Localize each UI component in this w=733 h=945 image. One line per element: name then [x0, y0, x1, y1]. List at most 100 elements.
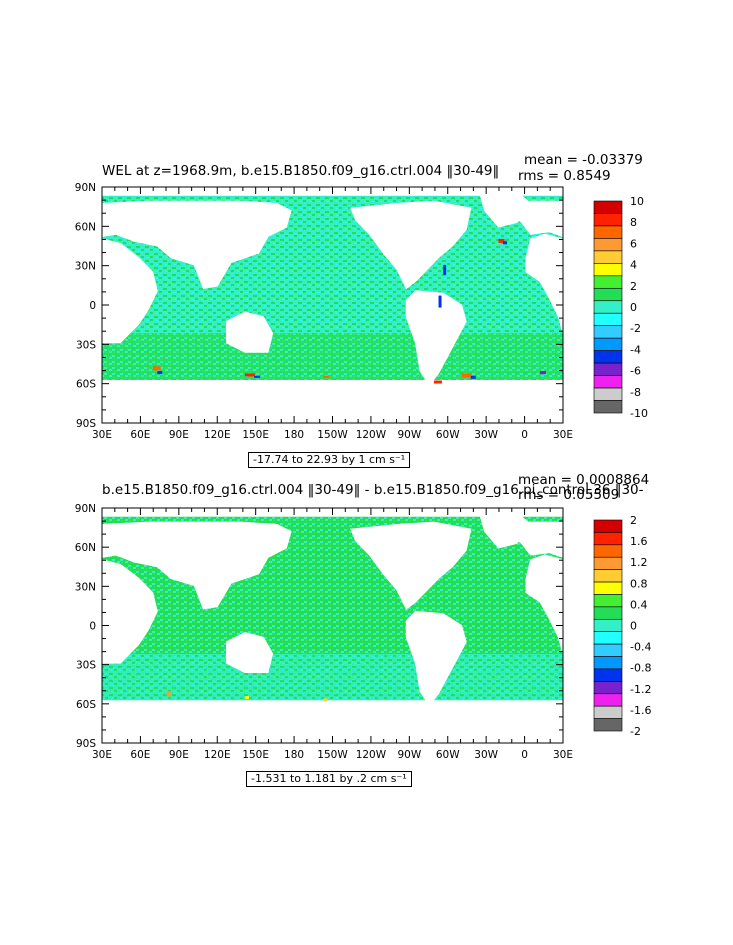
y-tick-label: 60S: [76, 699, 96, 711]
anomaly-spot: [539, 371, 546, 375]
land-mass: [525, 554, 563, 654]
x-tick-label: 120E: [204, 429, 231, 441]
colorbar-label: -4: [630, 343, 641, 356]
colorbar-label: 0.8: [630, 577, 648, 590]
colorbar-swatch: [593, 631, 623, 645]
anomaly-spot: [166, 691, 171, 697]
colorbar-label: 2: [630, 514, 637, 527]
anomaly-spot: [443, 264, 447, 275]
panel-2-map: 30E 60E 90E 120E 150E 180 150W 120W 90W 60W 30W 0 30…: [75, 503, 652, 761]
colorbar-swatch: [593, 375, 623, 389]
x-tick-label: 60E: [130, 749, 150, 761]
colorbar-swatch: [593, 200, 623, 214]
y-tick-label: 30S: [76, 339, 96, 351]
land-mass: [226, 311, 274, 353]
anomaly-spot: [244, 373, 255, 377]
colorbar-swatch: [593, 693, 623, 707]
land-mass: [102, 521, 292, 610]
colorbar-label: 1.2: [630, 556, 648, 569]
colorbar-swatch: [593, 556, 623, 570]
y-tick-label: 60N: [75, 221, 96, 233]
x-tick-label: 60W: [436, 429, 460, 441]
colorbar-swatch: [593, 618, 623, 633]
anomaly-spot: [438, 295, 442, 308]
x-tick-label: 90W: [397, 749, 421, 761]
colorbar-swatch: [593, 400, 623, 414]
colorbar-swatch: [593, 643, 623, 657]
x-tick-label: 90E: [169, 749, 189, 761]
colorbar-label: 1.6: [630, 535, 648, 548]
y-tick-label: 0: [89, 300, 96, 312]
colorbar-swatch: [593, 718, 623, 732]
anomaly-spot: [470, 375, 476, 379]
colorbar-swatch: [593, 594, 623, 608]
colorbar-swatch: [593, 606, 623, 620]
x-tick-label: 60W: [436, 749, 460, 761]
land-mass: [226, 631, 274, 673]
colorbar-label: 0.4: [630, 598, 648, 611]
x-tick-label: 0: [521, 749, 528, 761]
anomaly-spot: [244, 696, 249, 699]
anomaly-spot: [498, 238, 505, 243]
colorbar-swatch: [593, 569, 623, 583]
y-tick-label: 90S: [76, 418, 96, 430]
colorbar-label: 10: [630, 195, 644, 208]
y-tick-label: 90N: [75, 182, 96, 194]
colorbar-label: -2: [630, 725, 641, 738]
y-tick-label: 30S: [76, 660, 96, 672]
colorbar-label: -2: [630, 322, 641, 335]
colorbar-swatch: [593, 337, 623, 351]
colorbar-label: -0.4: [630, 641, 651, 654]
x-tick-label: 90W: [397, 429, 421, 441]
y-tick-label: 90N: [75, 503, 96, 515]
land-mass: [405, 290, 467, 387]
colorbar-swatch: [593, 668, 623, 682]
colorbar-label: -8: [630, 386, 641, 399]
colorbar-swatch: [593, 275, 623, 289]
x-tick-label: 150E: [242, 749, 269, 761]
colorbar-swatch: [593, 300, 623, 314]
anomaly-spot: [433, 380, 442, 384]
x-tick-label: 30W: [474, 429, 498, 441]
colorbar-swatch: [593, 705, 623, 719]
land-mass: [525, 233, 563, 334]
colorbar-swatch: [593, 656, 623, 670]
y-tick-label: 60N: [75, 542, 96, 554]
land-mass: [350, 200, 472, 290]
colorbar-swatch: [593, 238, 623, 252]
x-tick-label: 30E: [92, 429, 112, 441]
colorbar-swatch: [593, 581, 623, 595]
x-tick-label: 150E: [242, 429, 269, 441]
colorbar-swatch: [593, 325, 623, 339]
y-tick-label: 30N: [75, 581, 96, 593]
x-tick-label: 30E: [553, 749, 573, 761]
land-mass: [102, 200, 292, 290]
x-tick-label: 90E: [169, 429, 189, 441]
colorbar-label: 0: [630, 620, 637, 633]
colorbar-swatch: [593, 544, 623, 558]
colorbar-swatch: [593, 287, 623, 302]
y-tick-label: 30N: [75, 261, 96, 273]
colorbar-swatch: [593, 519, 623, 533]
colorbar-label: 4: [630, 259, 637, 272]
colorbar-swatch: [593, 681, 623, 695]
x-tick-label: 30E: [553, 429, 573, 441]
y-tick-label: 0: [89, 621, 96, 633]
land-mass: [350, 521, 472, 610]
x-tick-label: 120W: [356, 429, 387, 441]
colorbar-label: -6: [630, 365, 641, 378]
colorbar-label: -1.2: [630, 683, 651, 696]
land-mass: [405, 610, 467, 707]
x-tick-label: 150W: [317, 429, 348, 441]
anomaly-spot: [152, 366, 161, 371]
land-mass: [102, 700, 563, 743]
x-tick-label: 0: [521, 429, 528, 441]
x-tick-label: 120W: [356, 749, 387, 761]
y-tick-label: 60S: [76, 379, 96, 391]
panel-1-map: 30E 60E 90E 120E 150E 180 150W 120W 90W 60W 30W 0 30…: [75, 182, 648, 441]
y-tick-label: 90S: [76, 738, 96, 750]
colorbar-swatch: [593, 350, 623, 364]
colorbar-label: -10: [630, 407, 648, 420]
anomaly-spot: [254, 375, 261, 378]
land-mass: [102, 238, 158, 344]
